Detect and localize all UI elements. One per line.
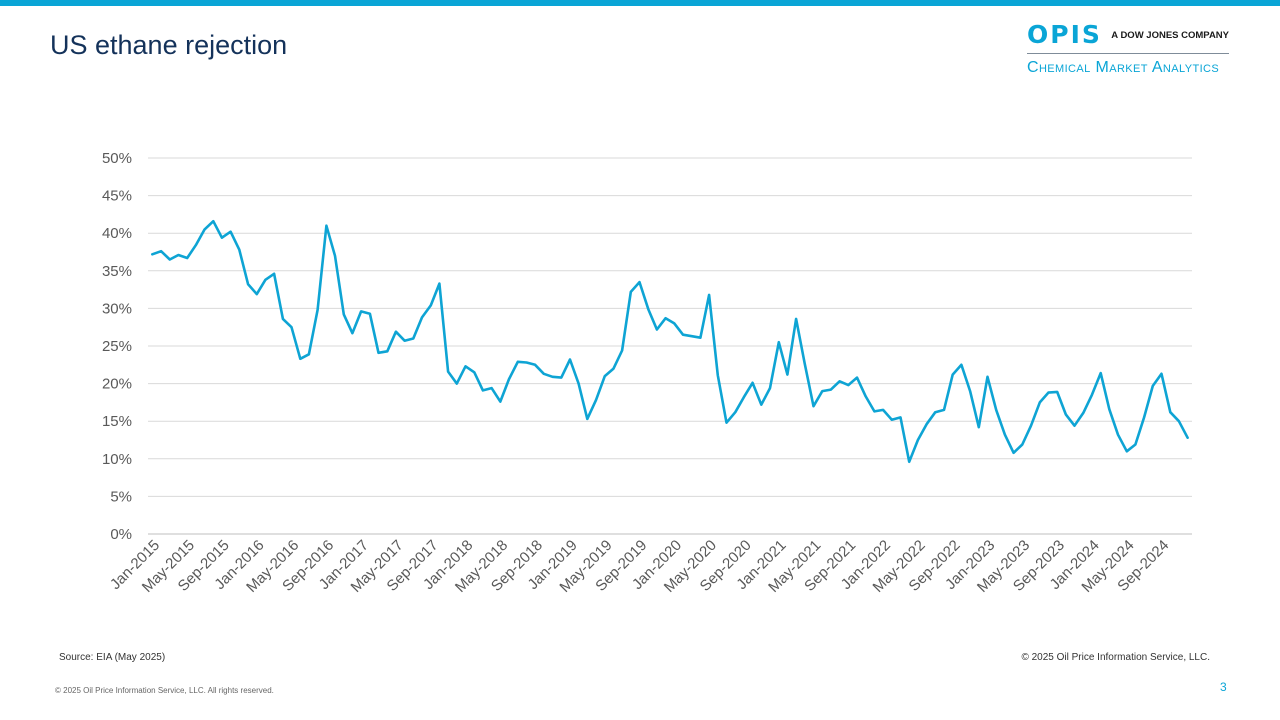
rights-note: © 2025 Oil Price Information Service, LL…	[55, 686, 274, 695]
grid-lines	[148, 157, 1192, 535]
logo-divider	[1027, 53, 1229, 54]
page-number: 3	[1220, 680, 1227, 694]
y-tick-label: 0%	[110, 526, 132, 543]
y-tick-label: 10%	[102, 451, 132, 468]
y-tick-label: 30%	[102, 300, 132, 317]
series-line	[151, 219, 1189, 464]
x-axis-ticks: Jan-2015May-2015Sep-2015Jan-2016May-2016…	[107, 537, 1172, 596]
slide-title: US ethane rejection	[50, 30, 288, 60]
source-note: Source: EIA (May 2025)	[59, 652, 166, 663]
y-tick-label: 35%	[102, 263, 132, 280]
opis-logo: OPIS A DOW JONES COMPANY Chemical Market…	[1027, 22, 1231, 78]
logo-division: Chemical Market Analytics	[1027, 59, 1220, 76]
logo-tagline: A DOW JONES COMPANY	[1111, 30, 1229, 41]
top-accent-bar	[0, 0, 1280, 6]
y-tick-label: 40%	[102, 225, 132, 242]
logo-brand: OPIS	[1027, 20, 1102, 49]
y-tick-label: 5%	[110, 488, 132, 505]
y-tick-label: 50%	[102, 150, 132, 167]
copyright-note: © 2025 Oil Price Information Service, LL…	[1021, 652, 1210, 663]
y-tick-label: 20%	[102, 376, 132, 393]
y-tick-label: 45%	[102, 188, 132, 205]
y-tick-label: 25%	[102, 338, 132, 355]
y-axis-ticks: 0% 5% 10% 15% 20% 25% 30% 35% 40% 45% 50%	[102, 150, 132, 543]
y-tick-label: 15%	[102, 413, 132, 430]
series-layer	[151, 219, 1189, 464]
